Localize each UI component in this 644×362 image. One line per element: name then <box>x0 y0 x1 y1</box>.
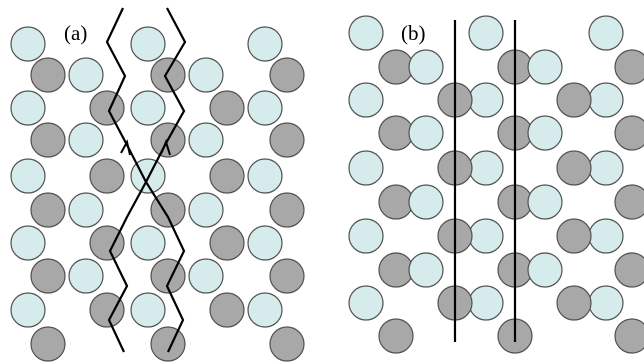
panel-a-dark-atom <box>269 192 305 228</box>
panel-b-light-atom <box>408 184 444 220</box>
panel-b-light-atom <box>527 184 563 220</box>
panel-a-light-atom <box>68 258 104 294</box>
panel-b-dark-atom <box>614 318 644 354</box>
atoms-panel-b <box>348 15 644 354</box>
panel-a-light-atom <box>247 90 283 126</box>
panel-a-dark-atom <box>269 57 305 93</box>
panel-b: (b) <box>348 15 644 354</box>
panel-b-dark-atom <box>614 49 644 85</box>
panel-b-light-atom <box>348 82 384 118</box>
panel-b-dark-atom <box>614 115 644 151</box>
panel-a-light-atom <box>10 90 46 126</box>
panel-a-light-atom <box>130 225 166 261</box>
panel-a-dark-atom <box>30 192 66 228</box>
panel-b-light-atom <box>588 218 624 254</box>
panel-b-dark-atom <box>614 252 644 288</box>
panel-b-light-atom <box>348 285 384 321</box>
panel-b-dark-atom <box>556 285 592 321</box>
panel-a-light-atom <box>68 192 104 228</box>
panel-b-light-atom <box>527 252 563 288</box>
panel-b-light-atom <box>468 285 504 321</box>
panel-a-dark-atom <box>89 158 125 194</box>
panel-a-dark-atom <box>209 90 245 126</box>
panel-a-light-atom <box>247 225 283 261</box>
panel-a-dark-atom <box>269 258 305 294</box>
panel-a-dark-atom <box>89 225 125 261</box>
panel-b-light-atom <box>348 150 384 186</box>
panel-a-dark-atom <box>269 122 305 158</box>
panel-a-light-atom <box>188 122 224 158</box>
panel-a-light-atom <box>68 57 104 93</box>
panel-a-light-atom <box>130 292 166 328</box>
panel-a-light-atom <box>247 158 283 194</box>
panel-a-dark-atom <box>209 292 245 328</box>
atoms-panel-a <box>10 26 305 362</box>
panel-b-dark-atom <box>556 82 592 118</box>
panel-a-dark-atom <box>150 57 186 93</box>
panel-a-dark-atom <box>269 326 305 362</box>
panel-b-light-atom <box>408 49 444 85</box>
panel-label-b: (b) <box>401 21 426 45</box>
panel-b-dark-atom <box>378 252 414 288</box>
panel-a-dark-atom <box>150 326 186 362</box>
panel-a-light-atom <box>10 292 46 328</box>
panel-b-light-atom <box>468 15 504 51</box>
panel-b-dark-atom <box>556 150 592 186</box>
panel-b-dark-atom <box>378 115 414 151</box>
panel-b-light-atom <box>468 218 504 254</box>
panel-b-light-atom <box>527 49 563 85</box>
panel-b-dark-atom <box>378 184 414 220</box>
panel-b-light-atom <box>588 150 624 186</box>
panel-a-dark-atom <box>30 326 66 362</box>
panel-a-dark-atom <box>30 57 66 93</box>
arrowhead-right <box>160 139 171 156</box>
arrowhead-left <box>120 139 131 156</box>
panel-a-light-atom <box>10 158 46 194</box>
panel-a-light-atom <box>10 26 46 62</box>
panel-a-dark-atom <box>30 258 66 294</box>
panel-a: (a) <box>10 7 305 362</box>
panel-b-light-atom <box>588 285 624 321</box>
panel-b-dark-atom <box>614 184 644 220</box>
panel-b-light-atom <box>408 252 444 288</box>
panel-b-light-atom <box>527 115 563 151</box>
panel-a-light-atom <box>247 292 283 328</box>
panel-a-light-atom <box>10 225 46 261</box>
panel-a-light-atom <box>68 122 104 158</box>
panel-b-light-atom <box>348 15 384 51</box>
panel-a-dark-atom <box>209 225 245 261</box>
panel-a-light-atom <box>130 26 166 62</box>
panel-a-light-atom <box>188 192 224 228</box>
panel-a-light-atom <box>247 26 283 62</box>
paths-panel-a <box>105 7 187 353</box>
paths-panel-b <box>453 20 517 342</box>
panel-b-light-atom <box>408 115 444 151</box>
panel-b-light-atom <box>348 218 384 254</box>
panel-b-light-atom <box>468 150 504 186</box>
panel-a-dark-atom <box>30 122 66 158</box>
zigzag-path-right <box>144 7 187 353</box>
panel-a-dark-atom <box>89 292 125 328</box>
panel-b-dark-atom <box>378 49 414 85</box>
panel-a-dark-atom <box>89 90 125 126</box>
panel-b-light-atom <box>588 15 624 51</box>
panel-a-light-atom <box>130 90 166 126</box>
panel-a-dark-atom <box>209 158 245 194</box>
panel-a-light-atom <box>188 258 224 294</box>
panel-b-light-atom <box>468 82 504 118</box>
panel-b-dark-atom <box>378 318 414 354</box>
panel-a-light-atom <box>188 57 224 93</box>
panel-b-dark-atom <box>556 218 592 254</box>
panel-label-a: (a) <box>64 21 87 45</box>
panel-b-light-atom <box>588 82 624 118</box>
